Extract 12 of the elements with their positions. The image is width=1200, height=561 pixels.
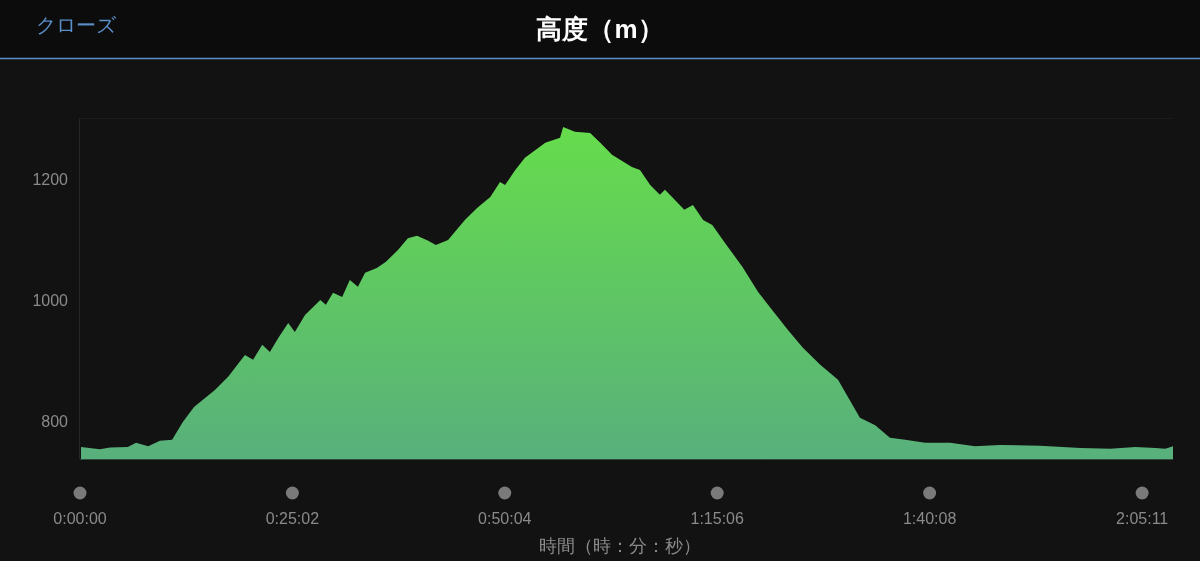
text: クローズ [36,14,117,36]
x-tick-label: 1:40:08 [902,510,957,527]
y-tick-label: 1000 [32,291,69,309]
y-tick-label: 800 [41,412,69,430]
x-axis-title: 時間（時：分：秒） [539,536,701,556]
x-tick-label: 2:05:11 [1116,510,1169,527]
x-tick-label: 0:00:00 [53,510,107,527]
chart-title: 高度（m） [536,14,664,44]
x-tick-label: 0:50:04 [478,510,532,527]
x-tick-label: 0:25:02 [265,510,320,527]
y-tick-label: 1200 [32,170,69,188]
x-tick-label: 1:15:06 [690,510,745,527]
